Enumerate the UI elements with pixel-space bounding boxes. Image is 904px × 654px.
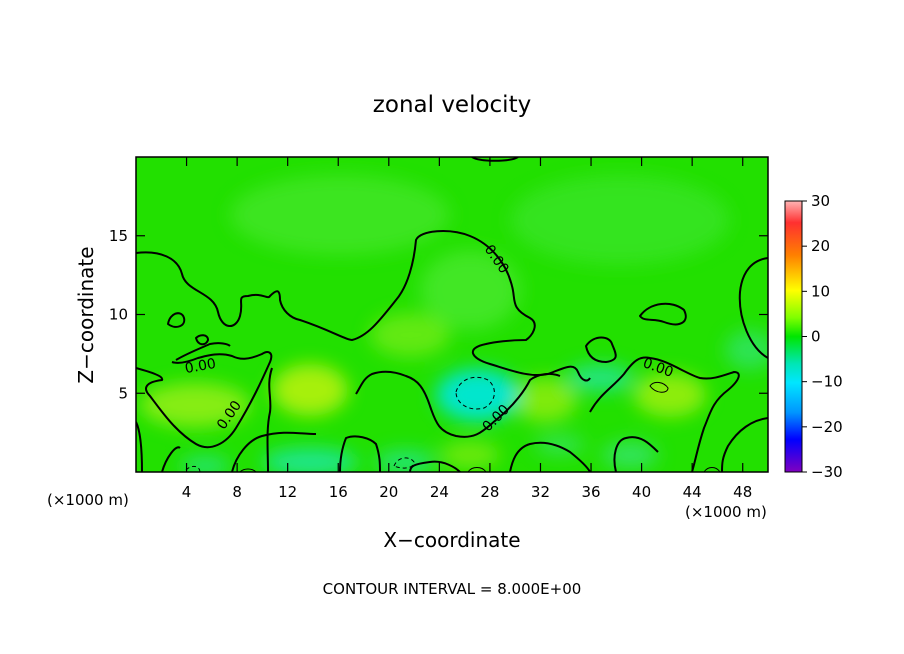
contour-label: 0.00 xyxy=(184,356,217,377)
colorbar-tick-label: 20 xyxy=(811,237,830,255)
x-tick-label: 16 xyxy=(329,483,348,501)
contour-interval-note: CONTOUR INTERVAL = 8.000E+00 xyxy=(323,580,582,598)
colorbar-tick-label: 0 xyxy=(811,328,821,346)
x-unit-right: (×1000 m) xyxy=(685,503,767,521)
x-tick-label: 36 xyxy=(581,483,600,501)
y-tick-label: 15 xyxy=(109,227,128,245)
x-tick-label: 28 xyxy=(480,483,499,501)
y-tick-label: 10 xyxy=(109,306,128,324)
x-tick-label: 48 xyxy=(733,483,752,501)
x-unit-left: (×1000 m) xyxy=(47,491,129,509)
x-tick-label: 24 xyxy=(430,483,449,501)
colorbar: 30 20 10 0 −10 −20 −30 xyxy=(784,192,843,481)
y-axis: 5 10 15 xyxy=(109,227,768,402)
colorbar-ticks: 30 20 10 0 −10 −20 −30 xyxy=(802,192,843,481)
zero-contours xyxy=(136,157,768,472)
colorbar-tick-label: 30 xyxy=(811,192,830,210)
x-tick-label: 8 xyxy=(232,483,242,501)
x-axis-label: X−coordinate xyxy=(383,528,520,552)
x-tick-label: 12 xyxy=(278,483,297,501)
colorbar-tick-label: −30 xyxy=(811,463,843,481)
colorbar-tick-label: −10 xyxy=(811,373,843,391)
x-tick-label: 32 xyxy=(531,483,550,501)
negative-contours xyxy=(185,376,721,472)
x-axis: 4 8 12 16 20 24 28 32 36 40 44 48 xyxy=(182,157,752,501)
colorbar-tick-label: −20 xyxy=(811,418,843,436)
colorbar-tick-label: 10 xyxy=(811,282,830,300)
colorbar-gradient xyxy=(784,200,803,473)
y-axis-label: Z−coordinate xyxy=(74,246,98,383)
x-tick-label: 44 xyxy=(683,483,702,501)
chart-title: zonal velocity xyxy=(373,92,531,118)
x-tick-label: 20 xyxy=(379,483,398,501)
x-tick-label: 4 xyxy=(182,483,192,501)
y-tick-label: 5 xyxy=(118,384,128,402)
velocity-field: 0.000.000.00 0.000.00 xyxy=(136,157,768,472)
x-tick-label: 40 xyxy=(632,483,651,501)
